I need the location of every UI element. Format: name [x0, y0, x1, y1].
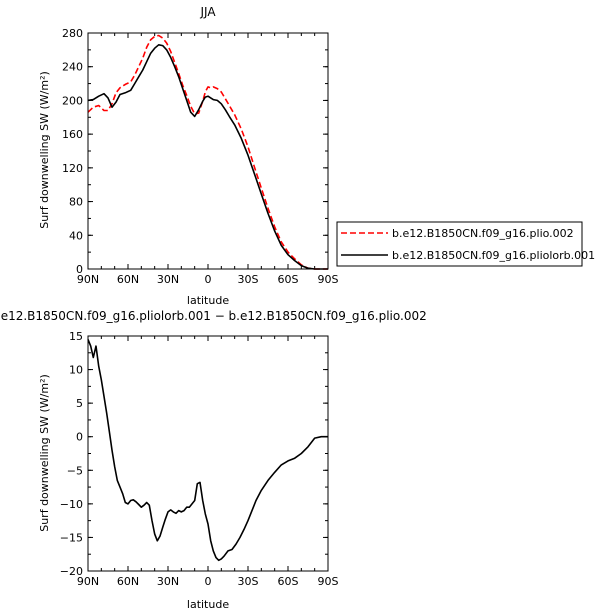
bottom-xtick-label: 90N	[77, 575, 99, 588]
bottom-xtick-label: 60N	[117, 575, 139, 588]
top-chart-xlabel: latitude	[187, 294, 229, 307]
bottom-ytick-label: 10	[69, 364, 83, 377]
bottom-xtick-label: 30N	[157, 575, 179, 588]
top-ytick-label: 0	[76, 263, 83, 276]
bottom-ytick-label: 5	[76, 397, 83, 410]
top-ytick-label: 80	[69, 196, 83, 209]
top-xtick-label: 90N	[77, 273, 99, 286]
top-ytick-label: 40	[69, 229, 83, 242]
bottom-xtick-label: 90S	[318, 575, 339, 588]
legend-label-plio: b.e12.B1850CN.f09_g16.plio.002	[392, 227, 574, 240]
bottom-series-line-0	[87, 339, 328, 562]
top-xtick-label: 30N	[157, 273, 179, 286]
top-ytick-label: 280	[62, 27, 83, 40]
bottom-xtick-label: 60S	[278, 575, 299, 588]
top-chart-frame	[87, 32, 329, 270]
bottom-ytick-label: −15	[60, 531, 83, 544]
top-ytick-label: 160	[62, 128, 83, 141]
top-xtick-label: 90S	[318, 273, 339, 286]
top-chart: JJA Surf downwelling SW (W/m²) latitude …	[38, 5, 339, 307]
top-ytick-label: 200	[62, 94, 83, 107]
top-xtick-label: 60N	[117, 273, 139, 286]
bottom-chart: b.e12.B1850CN.f09_g16.pliolorb.001 − b.e…	[0, 309, 427, 611]
top-xtick-label: 60S	[278, 273, 299, 286]
legend: b.e12.B1850CN.f09_g16.plio.002 b.e12.B18…	[336, 221, 595, 267]
bottom-xtick-label: 30S	[238, 575, 259, 588]
top-series-line-0	[87, 34, 328, 270]
bottom-ytick-label: −20	[60, 565, 83, 578]
top-series-line-1	[87, 43, 328, 270]
bottom-chart-frame	[87, 335, 329, 572]
top-xtick-label: 30S	[238, 273, 259, 286]
top-xtick-label: 0	[205, 273, 212, 286]
bottom-ytick-label: 15	[69, 330, 83, 343]
top-ytick-label: 240	[62, 61, 83, 74]
bottom-chart-xlabel: latitude	[187, 598, 229, 611]
bottom-ytick-label: 0	[76, 431, 83, 444]
bottom-chart-ylabel: Surf downwelling SW (W/m²)	[38, 374, 51, 532]
bottom-chart-title: b.e12.B1850CN.f09_g16.pliolorb.001 − b.e…	[0, 309, 427, 323]
bottom-ytick-label: −5	[67, 464, 83, 477]
legend-box	[336, 221, 583, 267]
bottom-xtick-label: 0	[205, 575, 212, 588]
top-chart-ylabel: Surf downwelling SW (W/m²)	[38, 71, 51, 229]
legend-label-pliolorb: b.e12.B1850CN.f09_g16.pliolorb.001	[392, 249, 595, 262]
top-ytick-label: 120	[62, 162, 83, 175]
bottom-ytick-label: −10	[60, 498, 83, 511]
top-chart-title: JJA	[199, 5, 216, 19]
